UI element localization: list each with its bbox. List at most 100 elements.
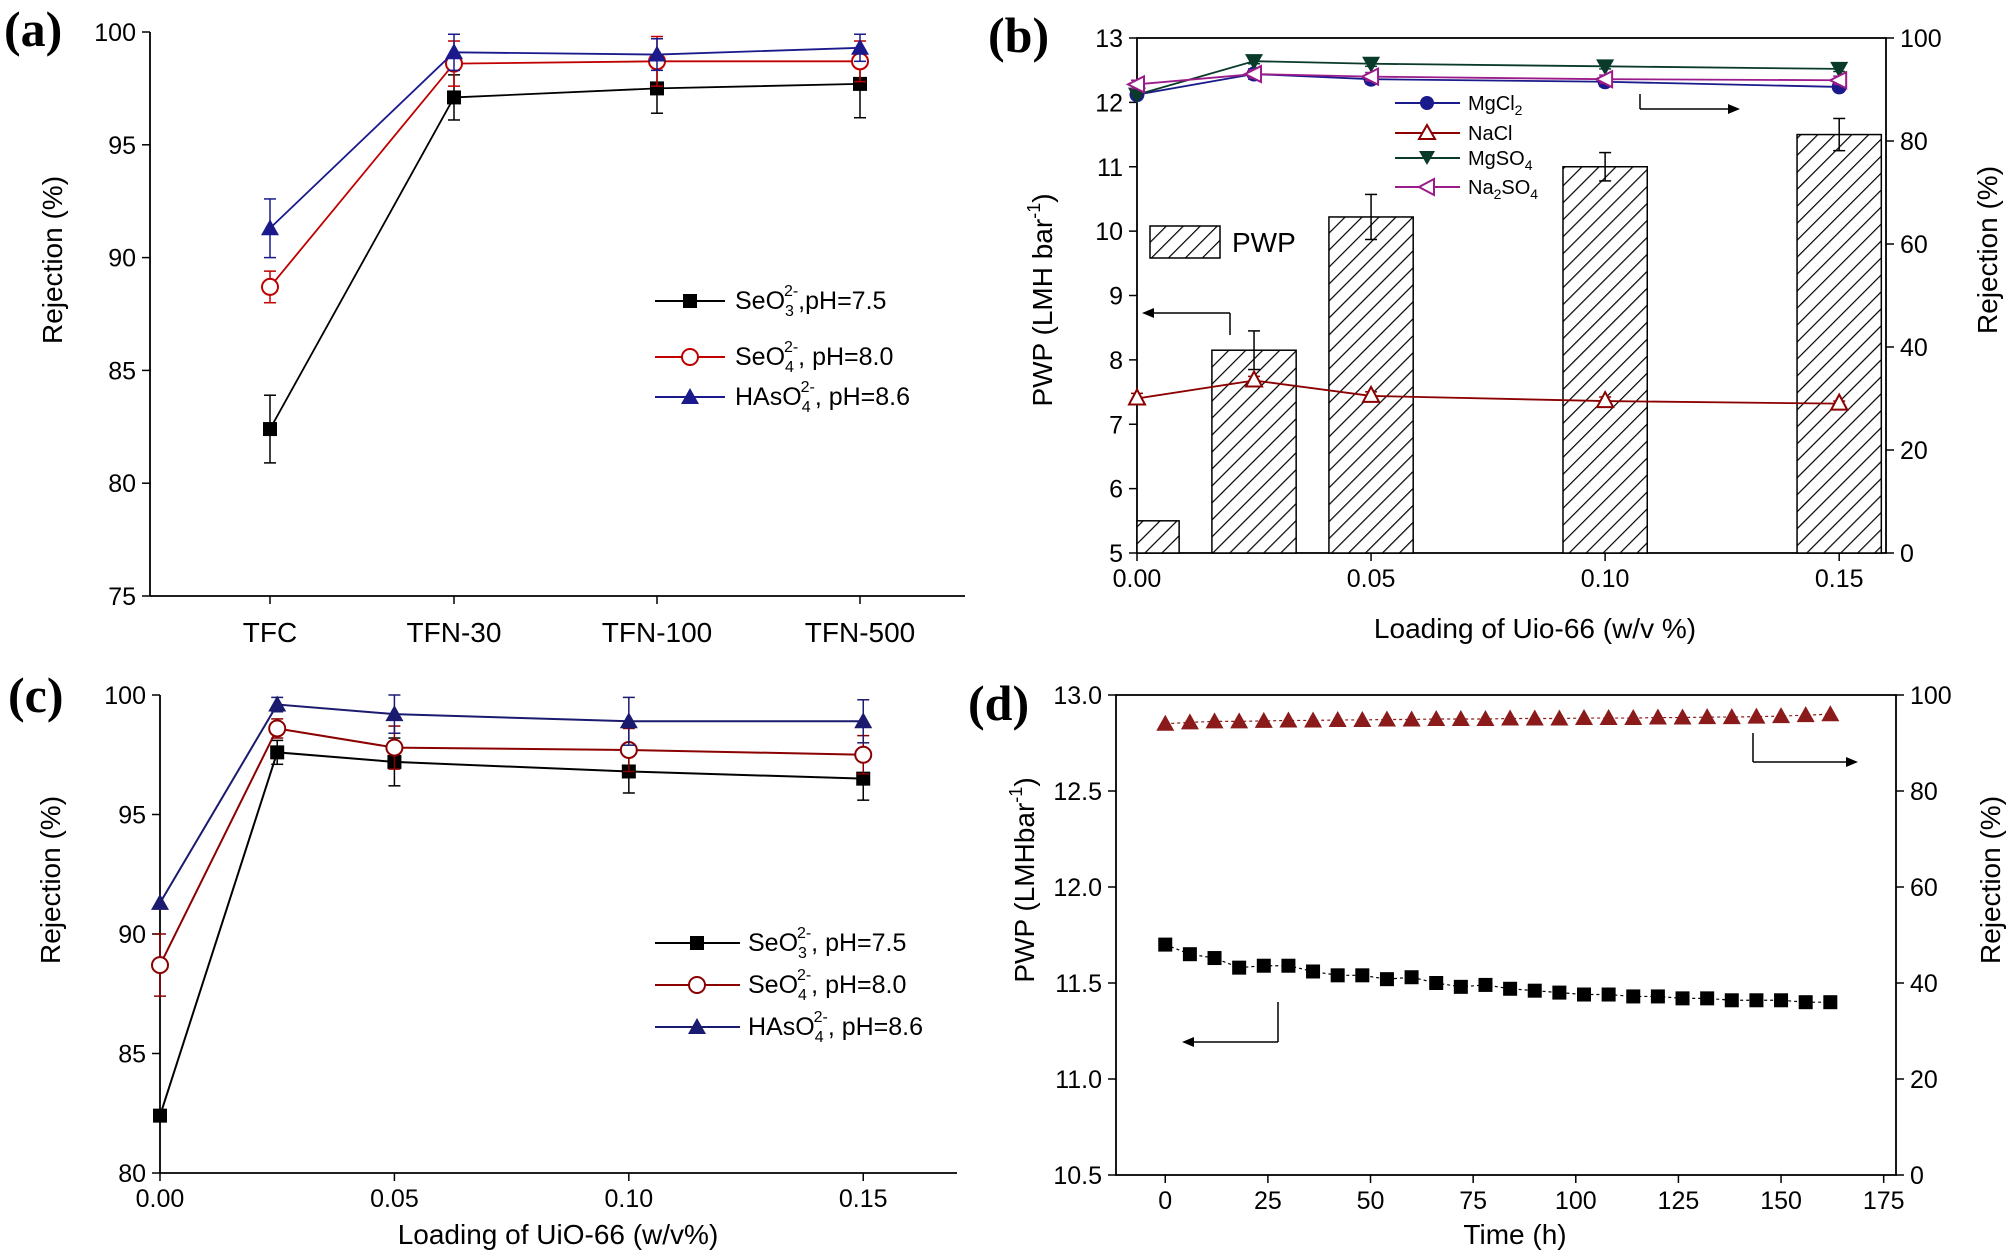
axis-title-c-x: Loading of UiO-66 (w/v%) (398, 1219, 719, 1250)
d-xtick-label-5: 125 (1658, 1187, 1700, 1215)
d-left-ytick-label-1: 11.0 (1055, 1066, 1102, 1094)
axis-title-b-y-left-tail: ) (1027, 193, 1058, 202)
d-series-1-point-2 (1205, 712, 1224, 729)
legend-b: MgCl2 NaCl MgSO4 Na2SO4 PWP (1142, 93, 1740, 335)
d-series-0-point-8 (1355, 968, 1370, 983)
b-left-ytick-label-5: 10 (1095, 218, 1123, 246)
d-series-0-point-6 (1306, 964, 1321, 979)
legend-c-item-1: SeO4 2-, pH=8.0 (655, 967, 906, 1004)
legend-b-main-2: MgSO (1468, 148, 1525, 170)
d-right-ytick-label-1: 20 (1910, 1066, 1938, 1094)
a-series-2-point-0 (261, 219, 279, 236)
legend-b-main-0: MgCl (1468, 93, 1515, 115)
legend-b-label-2: MgSO4 (1468, 148, 1533, 173)
d-series-1-point-5 (1279, 711, 1298, 728)
d-series-0-point-25 (1774, 993, 1789, 1008)
b-series-2-point-1 (1245, 54, 1264, 71)
d-series-1-point-12 (1451, 710, 1470, 726)
d-right-ytick-label-4: 80 (1910, 778, 1938, 806)
d-xtick-label-0: 0 (1158, 1187, 1172, 1215)
b-left-ytick-label-2: 7 (1109, 411, 1123, 439)
legend-c-marker-1 (688, 976, 706, 994)
c-series-1-point-1 (268, 719, 287, 738)
d-series-0-point-14 (1503, 981, 1518, 996)
b-left-ytick-label-6: 11 (1097, 154, 1123, 182)
legend-a-sub-1: 4 (785, 359, 794, 376)
a-ytick-label-1: 80 (108, 470, 136, 498)
a-series-1-point-0 (261, 277, 279, 296)
d-series-0-point-13 (1478, 977, 1493, 992)
a-series-0-point-2 (650, 81, 664, 96)
d-series-1-point-19 (1624, 709, 1643, 726)
d-series-line-1 (1165, 713, 1831, 725)
d-frame (1115, 694, 1897, 1176)
legend-a-tail-2: , pH=8.6 (815, 383, 910, 411)
legend-c-label-0: SeO3 2-, pH=7.5 (748, 925, 906, 962)
b-left-ytick-label-1: 6 (1109, 476, 1123, 504)
d-series-0-point-9 (1379, 972, 1394, 987)
b-bar-2-error (1365, 193, 1378, 241)
a-series-0-point-0 (263, 422, 277, 437)
c-series-1-point-4 (854, 745, 873, 764)
legend-c-sub-2: 4 (815, 1029, 824, 1046)
a-xtick-label-1: TFN-30 (407, 617, 502, 648)
d-series-1-point-23 (1722, 708, 1741, 725)
legend-a-item-0: SeO3 2-,pH=7.5 (655, 283, 886, 320)
axis-title-b-y-left: PWP (LMH bar-1) (1024, 193, 1058, 406)
legend-c-sup-0: 2- (797, 925, 811, 942)
b-series-1-point-2 (1361, 384, 1381, 403)
b-xtick-label-1: 0.05 (1347, 565, 1396, 593)
b-right-ytick-label-3: 60 (1900, 231, 1928, 259)
d-left-ytick-label-4: 12.5 (1053, 778, 1102, 806)
c-xtick-label-0: 0.00 (136, 1185, 185, 1213)
d-series-1-point-11 (1427, 710, 1446, 726)
legend-a-sup-0: 2- (784, 283, 798, 300)
legend-c-main-1: SeO (748, 971, 798, 999)
d-left-ytick-label-3: 12.0 (1053, 874, 1102, 902)
legend-c-main-2: HAsO (748, 1013, 815, 1041)
arrow-d-right-axis (1752, 733, 1858, 767)
a-series-2-point-3 (851, 38, 869, 55)
d-xtick-label-7: 175 (1863, 1187, 1905, 1215)
d-series-0-point-18 (1601, 987, 1616, 1002)
d-series-0-point-5 (1281, 958, 1296, 973)
d-series-1-point-17 (1575, 709, 1593, 726)
d-right-ytick-label-5: 100 (1910, 682, 1952, 710)
legend-b-main-3: Na (1468, 177, 1494, 199)
legend-b-marker-2 (1419, 151, 1435, 165)
legend-c-sub-0: 3 (798, 945, 807, 962)
d-series-0-point-23 (1724, 993, 1739, 1008)
d-series-0-point-4 (1256, 958, 1271, 973)
legend-a-main-0: SeO (735, 287, 785, 315)
b-left-ytick-label-8: 13 (1095, 25, 1123, 53)
legend-c-main-0: SeO (748, 929, 798, 957)
a-ytick-label-2: 85 (108, 357, 136, 385)
panel-label-c: (c) (8, 667, 64, 723)
arrow-b-right-axis (1639, 94, 1740, 114)
b-right-ytick-label-4: 80 (1900, 128, 1928, 156)
legend-c-tail-1: , pH=8.0 (811, 971, 906, 999)
legend-a-sup-1: 2- (784, 339, 798, 356)
a-series-line-2 (269, 46, 861, 229)
b-series-1-point-4 (1829, 392, 1849, 411)
a-series-line-0 (269, 82, 861, 430)
d-right-ytick-label-0: 0 (1910, 1162, 1924, 1190)
legend-c: SeO32-, pH=7.5 SeO42-, pH=8.0 HAsO42-, p… (655, 925, 923, 1046)
a-series-0-point-1 (447, 90, 461, 105)
legend-c-label-1: SeO4 2-, pH=8.0 (748, 967, 906, 1004)
c-series-2-point-0 (151, 893, 169, 910)
axis-title-b-y-left-sup: -1 (1024, 203, 1044, 219)
a-ytick-label-5: 100 (94, 19, 136, 47)
panel-label-d: (d) (968, 675, 1029, 731)
axis-title-b-x: Loading of Uio-66 (w/v %) (1374, 613, 1696, 644)
d-series-1-point-18 (1599, 709, 1618, 726)
legend-b-tail-3: SO (1501, 177, 1530, 199)
axis-title-d-y-left-sup: -1 (1006, 787, 1026, 803)
b-bar-4-error (1833, 117, 1846, 152)
d-series-0-point-10 (1404, 970, 1419, 985)
legend-a-main-2: HAsO (735, 383, 802, 411)
d-xtick-label-6: 150 (1760, 1187, 1802, 1215)
b-series-3-point-0 (1125, 74, 1145, 94)
